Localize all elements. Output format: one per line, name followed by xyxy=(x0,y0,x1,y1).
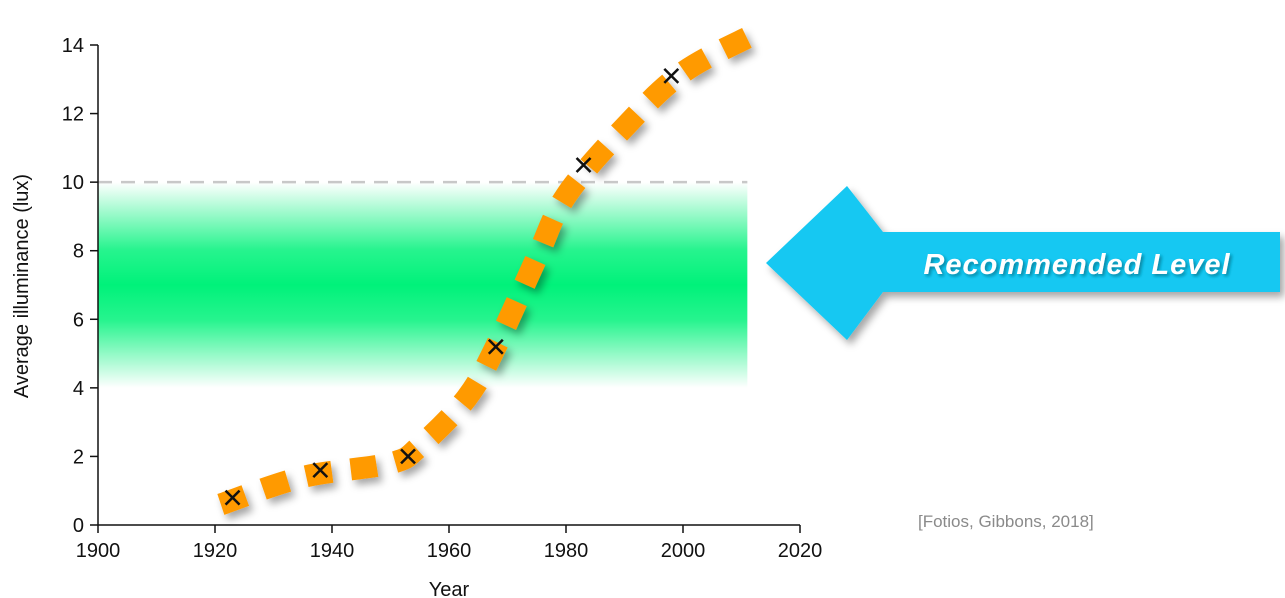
recommended-level-arrow: Recommended Level xyxy=(766,186,1280,340)
x-axis-label: Year xyxy=(429,579,470,598)
y-axis-label: Average illuminance (lux) xyxy=(11,174,33,398)
marker-stroke xyxy=(575,157,592,173)
marker-stroke xyxy=(224,489,241,506)
recommended-band xyxy=(98,182,748,388)
data-markers xyxy=(224,67,680,506)
recommended-level-label: Recommended Level xyxy=(923,249,1230,281)
y-tick-label: 10 xyxy=(62,172,84,194)
x-tick-label: 1920 xyxy=(193,540,238,562)
data-point-marker xyxy=(663,67,680,84)
marker-stroke xyxy=(487,338,504,355)
data-point-marker xyxy=(224,489,241,506)
x-tick-label: 1980 xyxy=(544,540,589,562)
y-tick-label: 8 xyxy=(73,241,84,263)
arrow-shape xyxy=(766,186,1280,340)
x-tick-label: 2000 xyxy=(661,540,706,562)
data-point-marker xyxy=(312,462,329,479)
x-tick-label: 1900 xyxy=(76,540,121,562)
y-tick-label: 6 xyxy=(73,309,84,331)
data-point-marker xyxy=(575,157,592,173)
x-tick-label: 1960 xyxy=(427,540,472,562)
y-tick-label: 0 xyxy=(73,515,84,537)
y-tick-label: 2 xyxy=(73,446,84,468)
x-tick-label: 1940 xyxy=(310,540,355,562)
data-point-marker xyxy=(487,338,504,355)
citation: [Fotios, Gibbons, 2018] xyxy=(918,512,1094,531)
marker-stroke xyxy=(312,462,329,479)
marker-stroke xyxy=(400,448,416,465)
marker-stroke xyxy=(663,67,680,84)
axes: 0 2 4 6 8 10 12 14 1900 1920 1940 1960 1980 2000 2020 xyxy=(62,35,823,562)
data-point-marker xyxy=(400,448,416,465)
y-tick-label: 14 xyxy=(62,35,84,57)
y-tick-label: 4 xyxy=(73,378,84,400)
x-tick-label: 2020 xyxy=(778,540,823,562)
y-tick-label: 12 xyxy=(62,104,84,126)
